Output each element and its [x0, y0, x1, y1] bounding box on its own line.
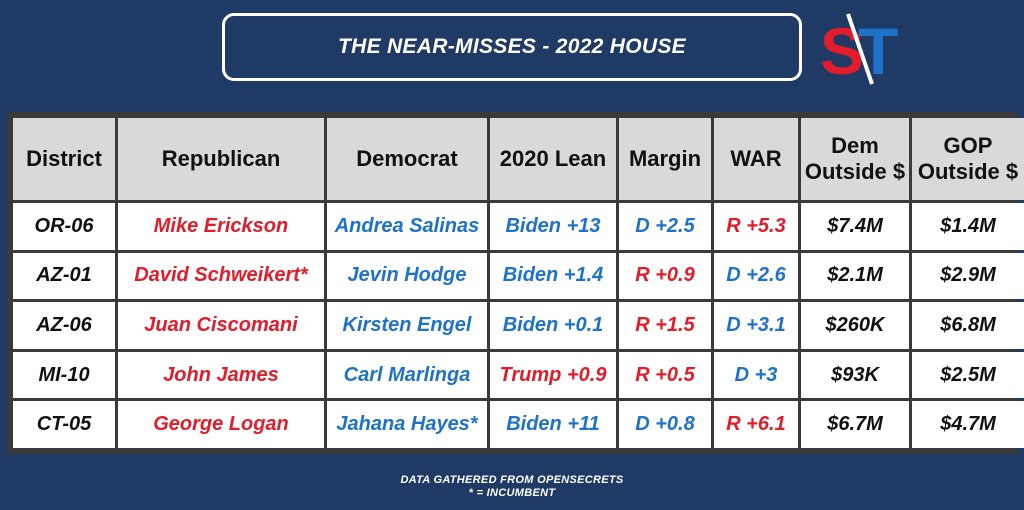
district-cell: OR-06 — [13, 203, 115, 250]
dem-outside-cell: $93K — [801, 351, 909, 399]
column-header-line: Outside $ — [804, 159, 906, 184]
column-header: District — [13, 118, 115, 200]
lean-cell: Biden +1.4 — [490, 252, 616, 300]
democrat-cell: Jahana Hayes* — [327, 401, 487, 448]
gop-outside-cell: $2.5M — [912, 351, 1024, 399]
logo-letter-s: S — [820, 14, 864, 86]
margin-cell: R +1.5 — [619, 302, 711, 349]
dem-outside-cell: $7.4M — [801, 203, 909, 250]
republican-cell: Juan Ciscomani — [118, 302, 324, 349]
results-table: District Republican Democrat 2020 Lean Margi… — [10, 115, 1024, 451]
war-cell: R +6.1 — [714, 401, 798, 448]
column-header: Dem Outside $ — [801, 118, 909, 200]
results-table-wrapper: District Republican Democrat 2020 Lean Margi… — [7, 112, 1024, 454]
column-header-line: Democrat — [356, 146, 458, 171]
lean-cell: Biden +13 — [490, 203, 616, 250]
republican-cell: John James — [118, 351, 324, 399]
republican-cell: Mike Erickson — [118, 203, 324, 250]
table-row: MI-10 John James Carl Marlinga Trump +0.9 R … — [13, 351, 1024, 399]
table-row: AZ-06 Juan Ciscomani Kirsten Engel Biden +0… — [13, 302, 1024, 349]
column-header: Democrat — [327, 118, 487, 200]
margin-cell: R +0.9 — [619, 252, 711, 300]
district-cell: CT-05 — [13, 401, 115, 448]
gop-outside-cell: $2.9M — [912, 252, 1024, 300]
incumbent-note: * = INCUMBENT — [468, 487, 556, 499]
table-row: CT-05 George Logan Jahana Hayes* Biden +11 D… — [13, 401, 1024, 448]
column-header-line: WAR — [730, 146, 782, 171]
logo-letter-t: T — [858, 14, 898, 86]
column-header-line: Dem — [831, 133, 879, 158]
margin-cell: R +0.5 — [619, 351, 711, 399]
column-header-line: 2020 Lean — [499, 146, 607, 171]
column-header-line: Margin — [628, 146, 702, 171]
lean-cell: Trump +0.9 — [490, 351, 616, 399]
war-cell: D +2.6 — [714, 252, 798, 300]
district-cell: MI-10 — [13, 351, 115, 399]
war-cell: R +5.3 — [714, 203, 798, 250]
dem-outside-cell: $260K — [801, 302, 909, 349]
margin-cell: D +0.8 — [619, 401, 711, 448]
table-row: OR-06 Mike Erickson Andrea Salinas Biden +1… — [13, 203, 1024, 250]
district-cell: AZ-06 — [13, 302, 115, 349]
democrat-cell: Andrea Salinas — [327, 203, 487, 250]
war-cell: D +3.1 — [714, 302, 798, 349]
republican-cell: George Logan — [118, 401, 324, 448]
column-header: Margin — [619, 118, 711, 200]
column-header: GOP Outside $ — [912, 118, 1024, 200]
table-header-row: District Republican Democrat 2020 Lean Margi… — [13, 118, 1024, 200]
war-cell: D +3 — [714, 351, 798, 399]
logo-slash — [846, 13, 874, 85]
table-row: AZ-01 David Schweikert* Jevin Hodge Biden +… — [13, 252, 1024, 300]
title-box: THE NEAR-MISSES - 2022 HOUSE — [222, 13, 802, 81]
page-title: THE NEAR-MISSES - 2022 HOUSE — [338, 35, 686, 58]
gop-outside-cell: $1.4M — [912, 203, 1024, 250]
district-cell: AZ-01 — [13, 252, 115, 300]
republican-cell: David Schweikert* — [118, 252, 324, 300]
column-header: Republican — [118, 118, 324, 200]
lean-cell: Biden +0.1 — [490, 302, 616, 349]
column-header-line: Republican — [161, 146, 281, 171]
democrat-cell: Carl Marlinga — [327, 351, 487, 399]
democrat-cell: Jevin Hodge — [327, 252, 487, 300]
source-note: DATA GATHERED FROM OPENSECRETS — [400, 474, 624, 486]
democrat-cell: Kirsten Engel — [327, 302, 487, 349]
footer: DATA GATHERED FROM OPENSECRETS * = INCUM… — [0, 474, 1024, 500]
gop-outside-cell: $4.7M — [912, 401, 1024, 448]
column-header: 2020 Lean — [490, 118, 616, 200]
dem-outside-cell: $2.1M — [801, 252, 909, 300]
lean-cell: Biden +11 — [490, 401, 616, 448]
table-body: OR-06 Mike Erickson Andrea Salinas Biden +1… — [13, 203, 1024, 448]
dem-outside-cell: $6.7M — [801, 401, 909, 448]
margin-cell: D +2.5 — [619, 203, 711, 250]
column-header-line: District — [26, 146, 102, 171]
st-logo: S T — [820, 13, 898, 86]
column-header: WAR — [714, 118, 798, 200]
column-header-line: GOP — [943, 133, 993, 158]
gop-outside-cell: $6.8M — [912, 302, 1024, 349]
column-header-line: Outside $ — [917, 159, 1019, 184]
